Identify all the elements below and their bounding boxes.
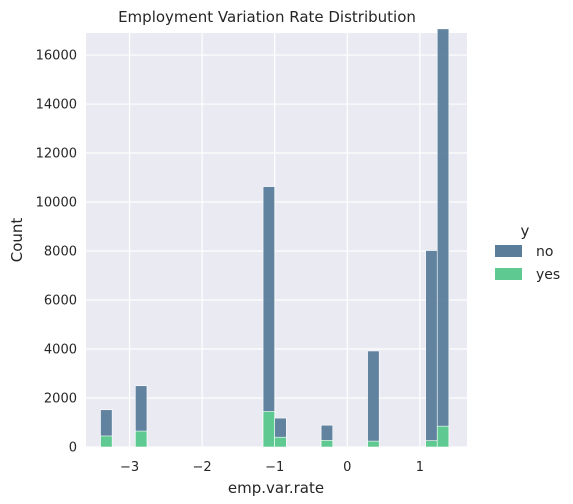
x-axis-label: emp.var.rate [228, 479, 324, 497]
gridlines [86, 33, 467, 448]
legend-swatch-yes [495, 268, 522, 280]
y-tick-labels: 0 2000 4000 6000 8000 10000 12000 14000 16000 [36, 49, 77, 456]
y-tick-label: 8000 [44, 245, 77, 260]
bar-yes [320, 440, 334, 448]
x-tick-label: 0 [343, 460, 351, 475]
bar-yes [367, 440, 380, 448]
bar-yes [262, 411, 275, 448]
legend: y no yes [495, 222, 560, 283]
x-tick-label: −2 [193, 460, 212, 475]
legend-swatch-no [495, 245, 522, 257]
y-axis-label: Count [8, 218, 26, 263]
bar-yes [100, 435, 113, 448]
x-tick-label: −3 [120, 460, 139, 475]
y-tick-label: 6000 [44, 294, 77, 309]
y-tick-label: 14000 [36, 98, 77, 113]
legend-label-yes: yes [536, 267, 560, 283]
plot-area [86, 33, 467, 447]
bar-no [436, 28, 450, 448]
bar-yes [425, 440, 438, 448]
y-tick-label: 10000 [36, 196, 77, 211]
legend-title: y [521, 222, 530, 240]
y-tick-label: 4000 [44, 343, 77, 358]
y-tick-label: 2000 [44, 392, 77, 407]
y-tick-label: 0 [69, 441, 77, 456]
bars [100, 28, 450, 448]
bar-yes [135, 430, 148, 448]
bar-no [262, 186, 275, 448]
bar-yes [274, 436, 287, 448]
x-tick-label: 1 [416, 460, 424, 475]
x-tick-label: −1 [265, 460, 284, 475]
bar-yes [436, 425, 450, 448]
bar-no [425, 250, 438, 448]
y-tick-label: 16000 [36, 49, 77, 64]
chart-title: Employment Variation Rate Distribution [118, 8, 416, 26]
x-tick-labels: −3 −2 −1 0 1 [120, 460, 424, 475]
y-tick-label: 12000 [36, 147, 77, 162]
legend-label-no: no [536, 244, 553, 260]
bar-no [367, 350, 380, 448]
